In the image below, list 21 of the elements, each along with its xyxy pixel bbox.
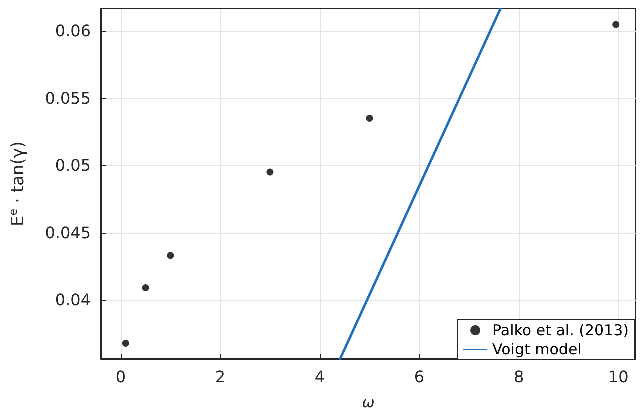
x-tick-label: 2 bbox=[215, 368, 226, 386]
legend-label: Voigt model bbox=[492, 340, 582, 358]
point bbox=[266, 168, 274, 176]
x-axis-title: ω bbox=[362, 394, 375, 412]
point bbox=[366, 114, 374, 122]
point bbox=[142, 284, 150, 292]
x-tick-label: 4 bbox=[314, 368, 326, 386]
y-axis-title: Ee · tan(γ) bbox=[7, 142, 28, 226]
y-tick-label: 0.04 bbox=[55, 290, 91, 310]
point bbox=[122, 340, 130, 348]
y-tick-label: 0.045 bbox=[45, 223, 91, 242]
x-tick-label: 0 bbox=[116, 368, 126, 386]
y-tick-label: 0.055 bbox=[45, 88, 91, 108]
x-tick-label: 8 bbox=[514, 368, 524, 386]
x-tick-label: 6 bbox=[414, 368, 425, 386]
x-tick-label: 10 bbox=[608, 368, 629, 386]
y-tick-label: 0.05 bbox=[55, 156, 91, 176]
y-tick-label: 0.06 bbox=[55, 22, 91, 41]
legend-label: Palko et al. (2013) bbox=[492, 322, 630, 340]
point bbox=[167, 252, 174, 260]
point bbox=[612, 21, 620, 28]
